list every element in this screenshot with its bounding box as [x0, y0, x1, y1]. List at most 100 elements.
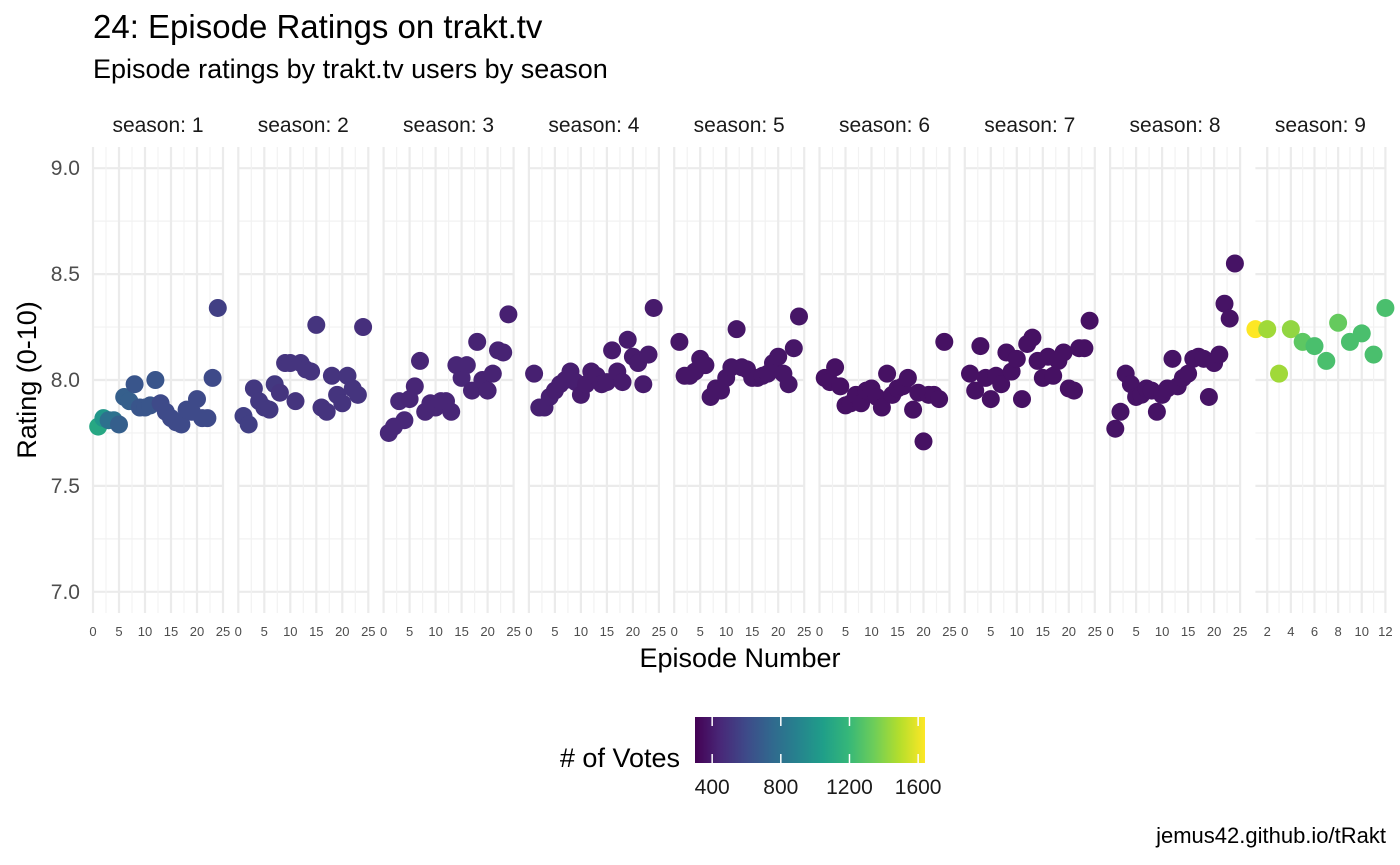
data-point	[1179, 364, 1198, 383]
data-point	[914, 432, 933, 451]
y-tick-label: 7.5	[51, 475, 80, 498]
legend-colorbar	[695, 717, 925, 763]
legend-break-label: 400	[695, 776, 730, 799]
data-point	[1281, 320, 1300, 339]
data-point	[634, 375, 653, 394]
x-tick-label: 5	[406, 624, 413, 639]
data-point	[286, 392, 305, 411]
x-tick-label: 5	[551, 624, 558, 639]
data-point	[878, 364, 897, 383]
data-point	[1364, 345, 1383, 364]
data-point	[769, 347, 788, 366]
data-point	[270, 383, 289, 402]
data-point	[1163, 349, 1182, 368]
legend-break-label: 1200	[826, 776, 873, 799]
x-tick-label: 10	[1155, 624, 1169, 639]
data-point	[779, 375, 798, 394]
x-tick-label: 15	[1036, 624, 1050, 639]
data-point	[1106, 419, 1125, 438]
data-point	[494, 343, 513, 362]
y-tick-label: 8.5	[51, 263, 80, 286]
x-tick-label: 20	[335, 624, 349, 639]
data-point	[1305, 337, 1324, 356]
data-point	[1210, 345, 1229, 364]
data-point	[644, 298, 663, 317]
data-point	[831, 377, 850, 396]
data-point	[1215, 294, 1234, 313]
data-point	[1080, 311, 1099, 330]
x-tick-label: 0	[961, 624, 968, 639]
data-point	[784, 339, 803, 358]
data-point	[1111, 402, 1130, 421]
x-tick-label: 0	[816, 624, 823, 639]
x-tick-label: 10	[1355, 624, 1369, 639]
x-tick-label: 0	[380, 624, 387, 639]
data-point	[348, 385, 367, 404]
data-point	[603, 341, 622, 360]
data-point	[727, 320, 746, 339]
x-tick-label: 5	[1132, 624, 1139, 639]
x-tick-label: 25	[216, 624, 230, 639]
y-axis-title: Rating (0-10)	[12, 301, 42, 459]
data-point	[1329, 313, 1348, 332]
data-point	[1065, 381, 1083, 400]
data-point	[639, 345, 658, 364]
data-point	[468, 332, 487, 351]
data-point	[1270, 364, 1289, 383]
legend-title: # of Votes	[560, 743, 680, 773]
x-tick-label: 12	[1378, 624, 1392, 639]
chart-subtitle: Episode ratings by trakt.tv users by sea…	[93, 54, 608, 84]
x-tick-label: 2	[1264, 624, 1271, 639]
facet-label: season: 1	[112, 114, 203, 137]
x-tick-label: 4	[1287, 624, 1294, 639]
data-point	[696, 356, 715, 375]
x-tick-label: 20	[771, 624, 785, 639]
facet-label: season: 2	[258, 114, 349, 137]
legend-break-label: 1600	[895, 776, 942, 799]
data-point	[930, 390, 949, 409]
data-point	[670, 332, 689, 351]
y-tick-label: 8.0	[51, 369, 80, 392]
data-point	[478, 381, 497, 400]
chart-title: 24: Episode Ratings on trakt.tv	[93, 8, 543, 45]
x-tick-label: 0	[235, 624, 242, 639]
data-point	[483, 364, 502, 383]
facet-label: season: 5	[694, 114, 785, 137]
data-point	[411, 351, 429, 370]
x-tick-label: 10	[283, 624, 297, 639]
x-axis-title: Episode Number	[639, 643, 840, 673]
x-tick-label: 25	[797, 624, 811, 639]
x-tick-label: 5	[987, 624, 994, 639]
data-point	[790, 307, 808, 326]
data-point	[1352, 324, 1371, 343]
x-tick-label: 5	[842, 624, 849, 639]
facet-label: season: 7	[984, 114, 1075, 137]
facet-label: season: 9	[1275, 114, 1366, 137]
facet-label: season: 4	[548, 114, 639, 137]
data-point	[1075, 339, 1094, 358]
x-tick-label: 20	[1207, 624, 1221, 639]
data-point	[961, 364, 979, 383]
x-tick-label: 25	[506, 624, 520, 639]
facet-label: season: 3	[403, 114, 494, 137]
data-point	[260, 400, 279, 419]
data-point	[442, 402, 461, 421]
data-point	[354, 318, 373, 337]
data-point	[499, 305, 518, 324]
data-point	[208, 298, 227, 317]
data-point	[1317, 351, 1336, 370]
x-tick-label: 10	[1010, 624, 1024, 639]
data-point	[172, 415, 191, 434]
x-tick-label: 10	[574, 624, 588, 639]
x-tick-label: 5	[697, 624, 704, 639]
x-tick-label: 15	[309, 624, 323, 639]
y-tick-label: 9.0	[51, 157, 80, 180]
data-point	[1376, 298, 1395, 317]
data-point	[1199, 387, 1218, 406]
data-point	[1044, 366, 1063, 385]
data-point	[188, 390, 206, 409]
data-point	[1023, 328, 1042, 347]
x-tick-label: 25	[1233, 624, 1247, 639]
facet-label: season: 6	[839, 114, 930, 137]
